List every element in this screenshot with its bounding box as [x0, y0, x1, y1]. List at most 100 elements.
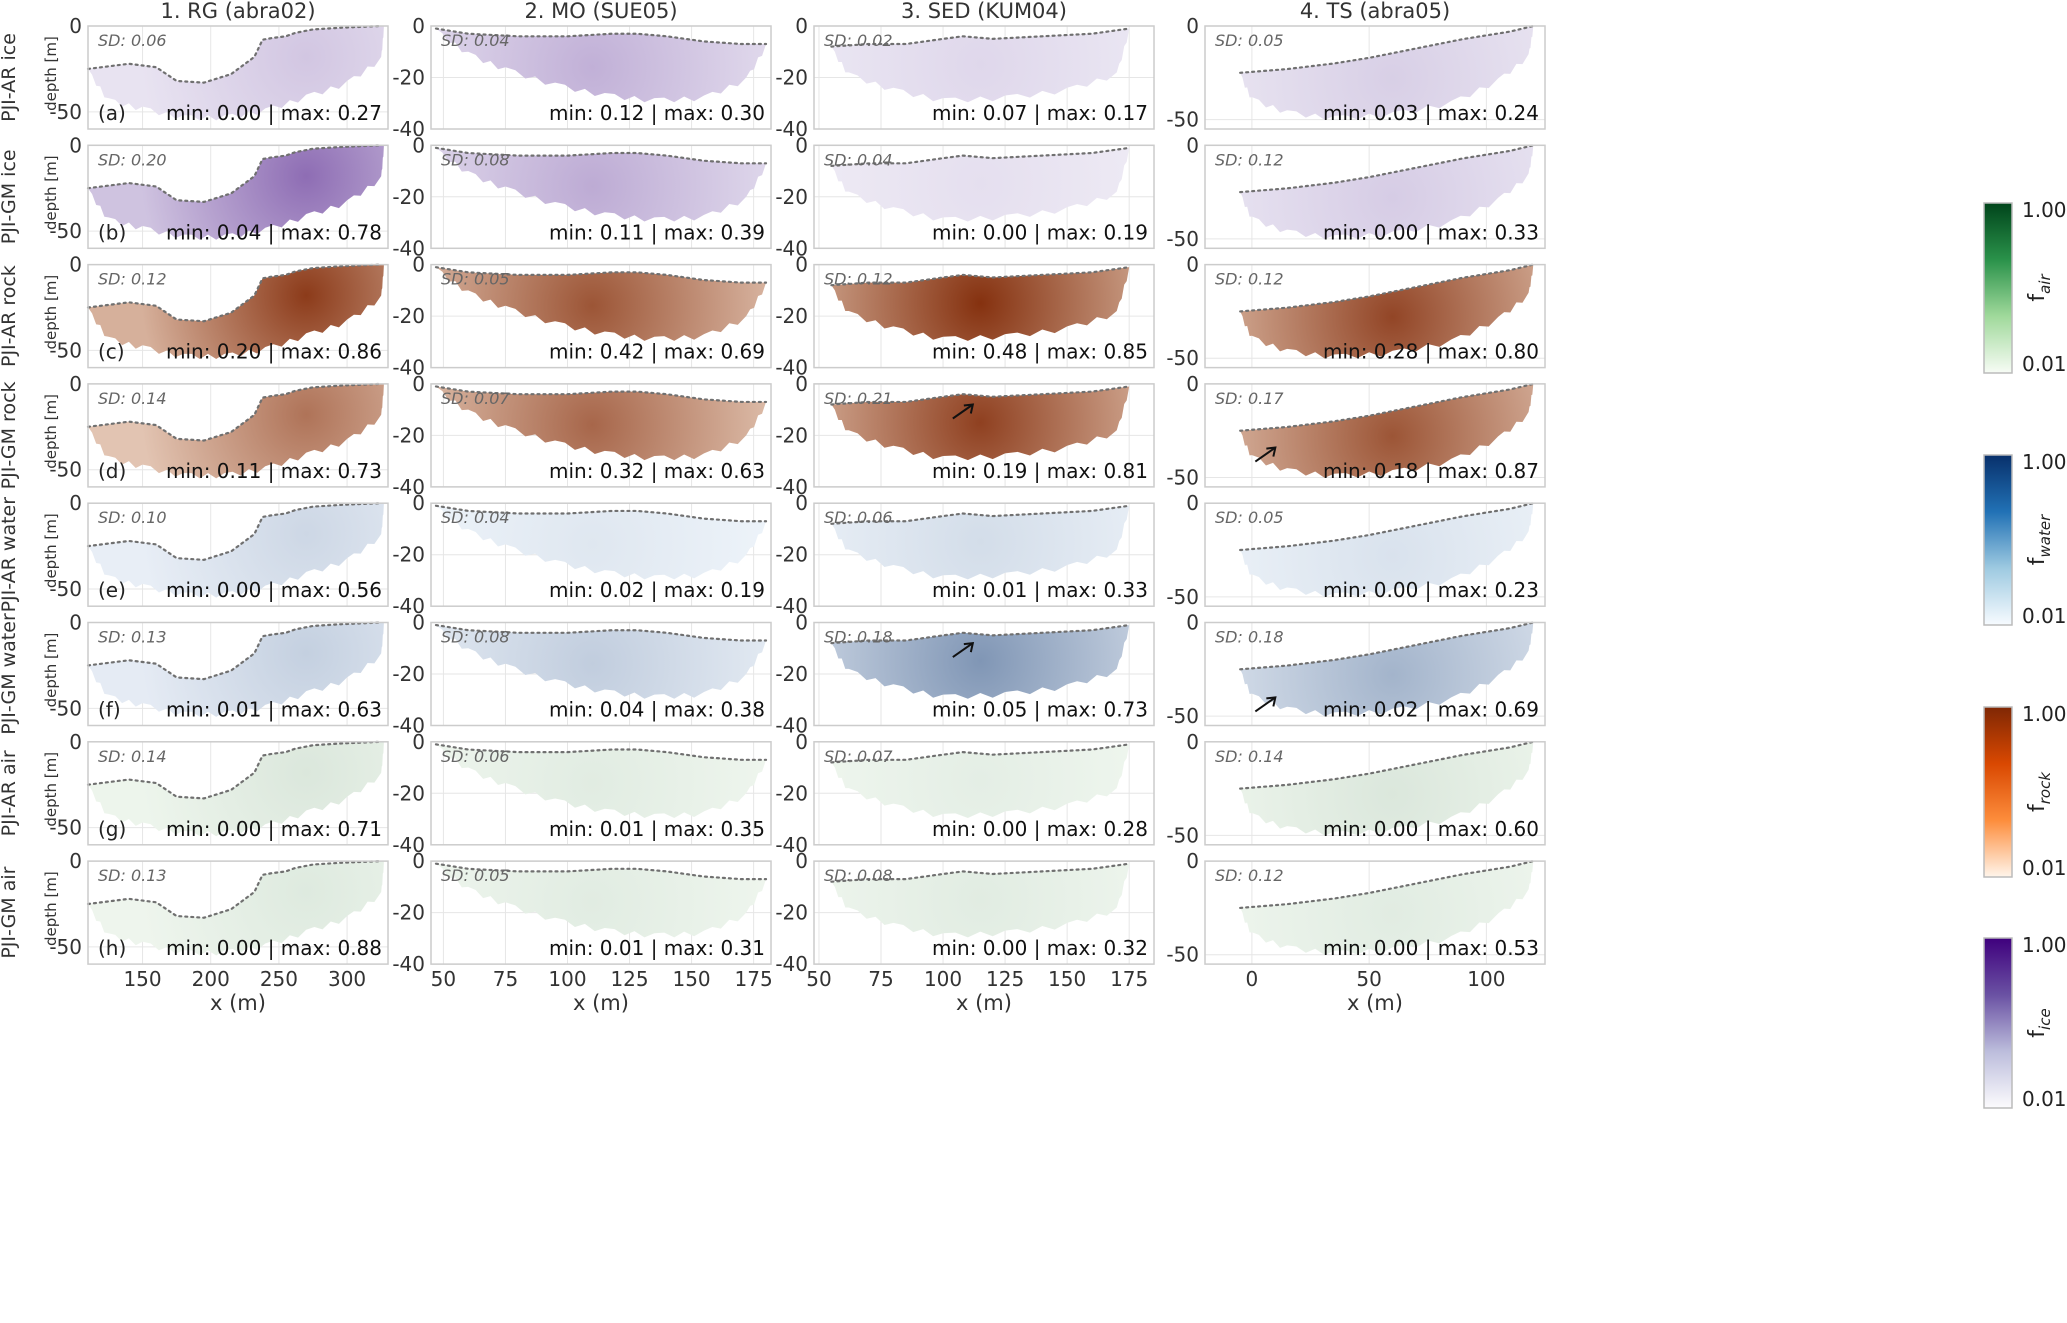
annotation-arrow	[1254, 696, 1277, 713]
panel-b-3: 0 -20 -40 SD: 0.04 min: 0.00 | max: 0.19	[775, 133, 1155, 260]
y-tick-label: 0	[69, 730, 82, 754]
x-tick-label: 100	[1467, 967, 1505, 991]
min-max-label: min: 0.01 | max: 0.31	[549, 936, 765, 960]
inversion-body	[435, 505, 767, 580]
min-max-label: min: 0.04 | max: 0.38	[549, 698, 765, 722]
x-axis-label: x (m)	[956, 991, 1012, 1015]
min-max-label: min: 0.00 | max: 0.32	[932, 936, 1148, 960]
colorbar-gradient	[1983, 454, 2013, 626]
y-tick-label: -40	[775, 356, 808, 380]
panel-f-4: 0 -50 SD: 0.18 min: 0.02 | max: 0.69	[1166, 611, 1546, 728]
min-max-label: min: 0.07 | max: 0.17	[932, 101, 1148, 125]
column-title-3: 3. SED (KUM04)	[901, 0, 1067, 23]
y-tick-label: -50	[1166, 466, 1199, 490]
sd-label: SD: 0.04	[824, 150, 893, 169]
panel-e-2: 0 -20 -40 SD: 0.04 min: 0.02 | max: 0.19	[392, 491, 772, 618]
annotation-arrow	[952, 641, 975, 658]
y-tick-label: 0	[795, 730, 808, 754]
sd-label: SD: 0.14	[98, 389, 167, 408]
y-tick-label: -20	[775, 304, 808, 328]
inversion-body	[831, 744, 1130, 819]
panel-b-1: 0 -50 SD: 0.20 (b) min: 0.04 | max: 0.78	[49, 133, 389, 250]
y-tick-label: -50	[49, 338, 82, 362]
min-max-label: min: 0.02 | max: 0.69	[1323, 698, 1539, 722]
topography-line	[434, 504, 768, 523]
y-tick-label: 0	[69, 849, 82, 873]
inversion-body	[435, 386, 767, 461]
topography-line	[434, 146, 768, 165]
y-axis-label: depth [m]	[42, 394, 60, 469]
colorbar-gradient	[1983, 202, 2013, 374]
panel-b-2: 0 -20 -40 SD: 0.08 min: 0.11 | max: 0.39	[392, 133, 772, 260]
panel-frame	[813, 502, 1155, 607]
y-tick-label: -40	[775, 714, 808, 738]
panel-frame	[430, 263, 772, 369]
min-max-label: min: 0.20 | max: 0.86	[166, 340, 382, 364]
topography-line	[86, 740, 383, 800]
sd-label: SD: 0.14	[1215, 747, 1284, 766]
min-max-label: min: 0.03 | max: 0.24	[1323, 101, 1539, 125]
sd-label: SD: 0.20	[98, 150, 167, 169]
inversion-body	[1240, 264, 1534, 359]
min-max-label: min: 0.00 | max: 0.27	[166, 101, 382, 125]
panel-g-1: 0 -50 SD: 0.14 (g) min: 0.00 | max: 0.71	[49, 730, 389, 846]
y-tick-label: -40	[392, 236, 425, 260]
inversion-body	[831, 147, 1130, 222]
panel-frame	[813, 263, 1155, 369]
topography-line	[1239, 859, 1535, 910]
y-tick-label: 0	[1186, 133, 1199, 157]
colorbar-min-label: 0.01	[2022, 604, 2067, 628]
sd-label: SD: 0.13	[98, 866, 167, 885]
min-max-label: min: 0.00 | max: 0.60	[1323, 817, 1539, 841]
colorbar-ice: 1.00 0.01 fice	[1983, 933, 2067, 1111]
y-tick-label: 0	[795, 253, 808, 277]
colorbar-air: 1.00 0.01 fair	[1983, 198, 2067, 376]
panel-b-4: 0 -50 SD: 0.12 min: 0.00 | max: 0.33	[1166, 133, 1546, 251]
row-label: PJI-GM air	[0, 866, 20, 958]
x-tick-label: 75	[868, 967, 893, 991]
inversion-body	[88, 741, 384, 837]
inversion-body	[1240, 861, 1534, 956]
sd-label: SD: 0.07	[824, 747, 893, 766]
min-max-label: min: 0.01 | max: 0.33	[932, 578, 1148, 602]
x-tick-label: 150	[1048, 967, 1086, 991]
x-tick-label: 175	[1110, 967, 1148, 991]
y-tick-label: -50	[1166, 704, 1199, 728]
y-tick-label: 0	[412, 133, 425, 157]
y-tick-label: 0	[69, 253, 82, 277]
inversion-body	[435, 28, 767, 103]
colorbar-min-label: 0.01	[2022, 1087, 2067, 1111]
y-tick-label: 0	[412, 491, 425, 515]
column-title-2: 2. MO (SUE05)	[524, 0, 677, 23]
y-tick-label: 0	[69, 372, 82, 396]
column-title-1: 1. RG (abra02)	[160, 0, 315, 23]
sd-label: SD: 0.08	[441, 628, 510, 647]
y-tick-label: 0	[1186, 849, 1199, 873]
topography-line	[830, 266, 1131, 287]
y-tick-label: 0	[1186, 14, 1199, 38]
panel-frame	[430, 621, 772, 727]
sd-label: SD: 0.12	[824, 270, 893, 289]
min-max-label: min: 0.48 | max: 0.85	[932, 340, 1148, 364]
y-axis-label: depth [m]	[42, 752, 60, 827]
inversion-body	[831, 28, 1130, 103]
panel-frame	[813, 741, 1155, 846]
y-tick-label: -50	[1166, 943, 1199, 967]
panel-e-3: 0 -20 -40 SD: 0.06 min: 0.01 | max: 0.33	[775, 491, 1155, 618]
panel-d-4: 0 -50 SD: 0.17 min: 0.18 | max: 0.87	[1166, 372, 1546, 490]
panel-frame	[813, 621, 1155, 727]
panel-frame	[813, 383, 1155, 488]
inversion-body	[1240, 741, 1534, 836]
y-tick-label: -20	[775, 662, 808, 686]
x-tick-label: 0	[1246, 967, 1259, 991]
y-tick-label: 0	[412, 14, 425, 38]
min-max-label: min: 0.01 | max: 0.63	[166, 698, 382, 722]
panel-letter: (h)	[98, 936, 126, 960]
colorbar-label: fair	[2025, 274, 2054, 302]
panel-frame	[87, 144, 389, 250]
y-tick-label: 0	[412, 611, 425, 635]
x-tick-label: 100	[924, 967, 962, 991]
x-tick-label: 150	[672, 967, 710, 991]
y-tick-label: -40	[775, 833, 808, 857]
